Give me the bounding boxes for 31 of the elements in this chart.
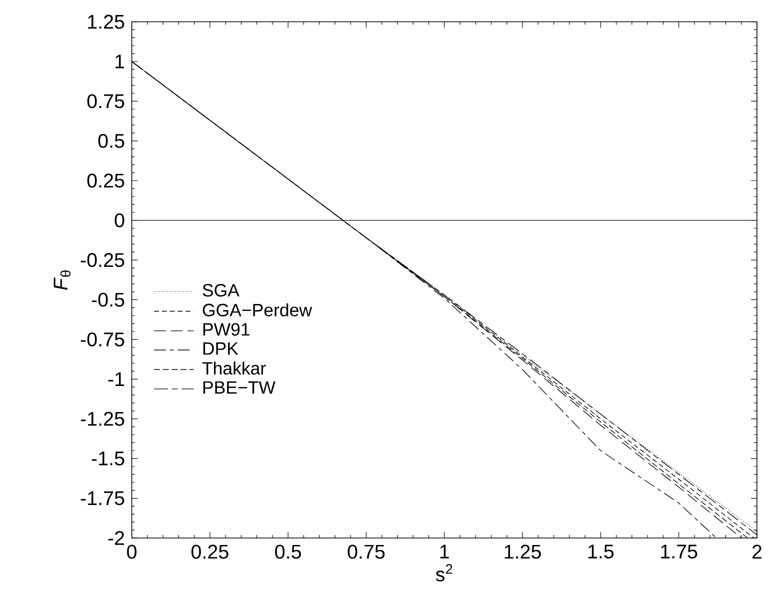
x-axis-title: s$^{2}$ [436,564,452,582]
legend-label: Thakkar [202,361,266,374]
x-tick-label: 1.25 [504,544,541,559]
x-tick-label: 0.5 [275,544,301,559]
y-tick-label: -1.25 [80,412,124,426]
y-tick-label: -2 [108,530,124,545]
x-tick-label: 1.5 [588,544,614,558]
legend-label: PBE−TW [203,381,276,394]
y-tick-label: 0.25 [87,173,124,188]
x-tick-label: 1 [440,544,449,558]
y-tick-label: -0.75 [80,332,124,346]
y-tick-label: 0.5 [98,134,124,148]
x-tick-label: 1.75 [661,544,698,558]
legend-label: SGA [202,284,240,296]
y-tick-label: 0 [114,213,124,228]
legend-label: PW91 [203,322,250,336]
y-tick-label: -1.5 [92,451,124,466]
x-tick-label: 0 [127,544,136,559]
legend-label: GGA−Perdew [202,303,312,316]
y-tick-label: -1.75 [80,491,124,505]
y-tick-label: -1 [108,372,124,386]
y-tick-label: 1.25 [88,14,124,29]
y-tick-label: -0.25 [80,252,124,267]
y-tick-label: -0.5 [92,292,124,307]
legend-label: DPK [203,342,238,354]
x-tick-label: 0.25 [191,544,228,559]
x-tick-label: 0.75 [348,544,385,559]
y-tick-label: 1 [116,54,124,68]
y-tick-label: 0.75 [87,94,124,108]
y-axis-title: F$_{θ}$ [54,270,71,290]
x-tick-label: 2 [752,544,762,558]
